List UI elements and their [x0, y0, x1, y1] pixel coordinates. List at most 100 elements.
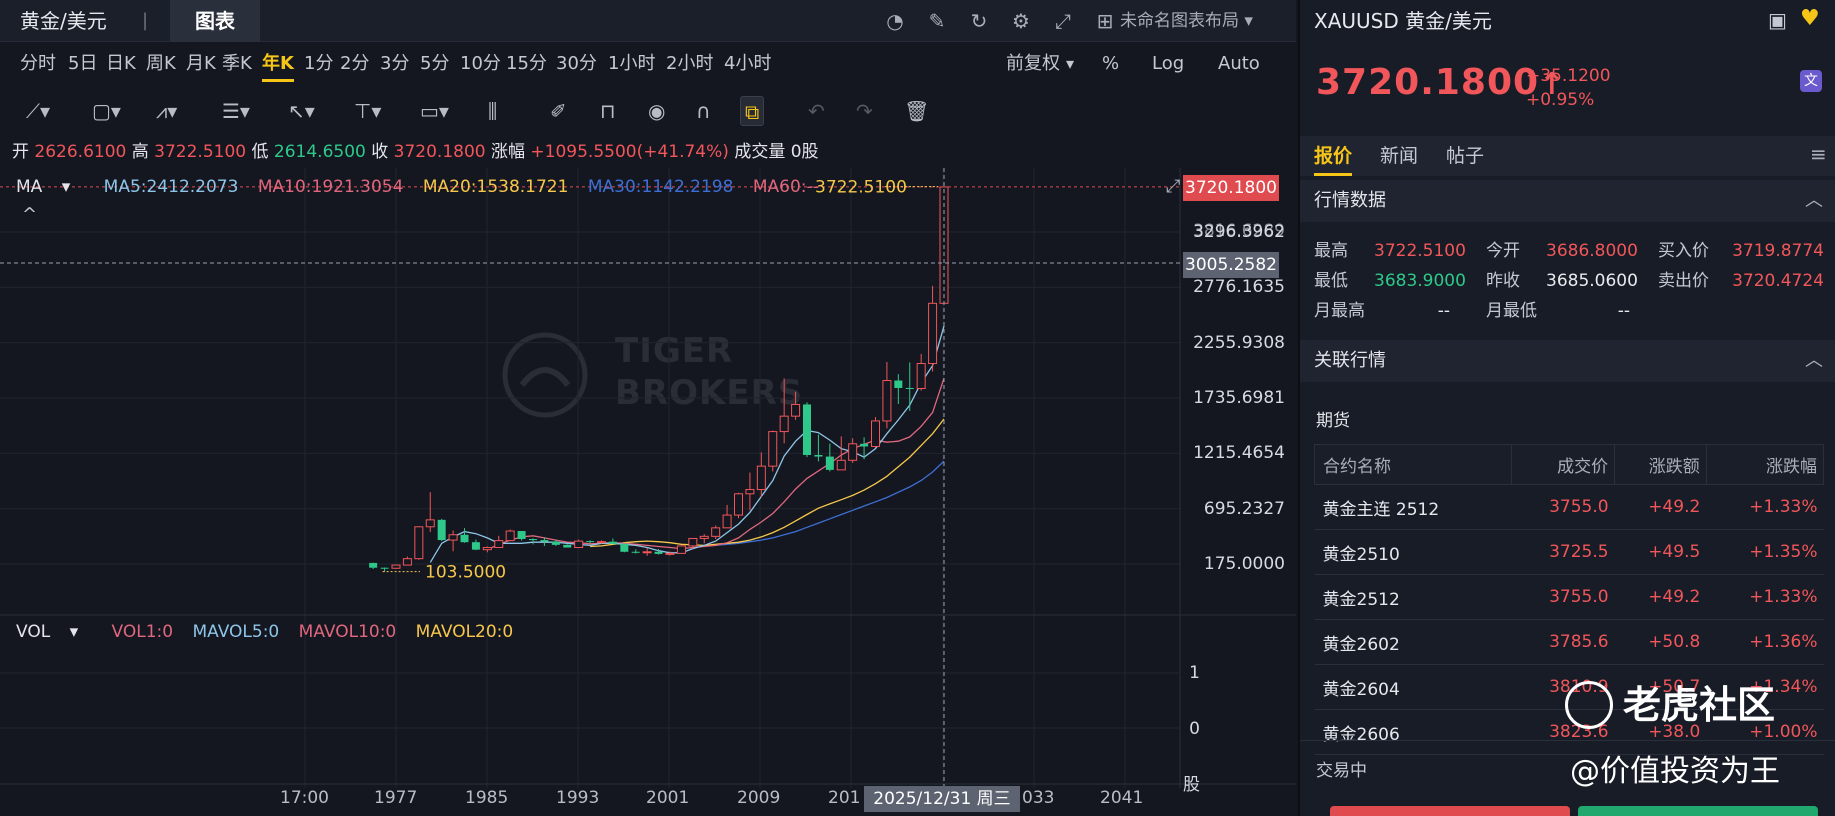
quote-tab[interactable]: 帖子 [1446, 145, 1485, 167]
redo-icon[interactable]: ↷ [856, 99, 873, 123]
fib-tool-icon[interactable]: ☰▾ [222, 99, 250, 123]
gear-icon[interactable]: ⚙ [1012, 9, 1030, 33]
candlestick-chart[interactable]: 3722.5100 103.5000 [0, 168, 1296, 816]
link-icon[interactable]: ⧉ [740, 96, 765, 126]
low-label: 低 [251, 142, 269, 162]
period-tab[interactable]: 年K [262, 44, 294, 84]
period-tab[interactable]: 分时 [20, 53, 56, 74]
futures-row[interactable]: 黄金2510 3725.5 +49.5 +1.35% [1314, 529, 1824, 575]
futures-row[interactable]: 黄金2606 3823.6 +38.0 +1.00% [1314, 709, 1824, 755]
candle-body [836, 459, 846, 471]
change-percent: +0.95% [1526, 90, 1595, 110]
chevron-up-icon: ︿ [1805, 350, 1823, 371]
low-value: 2614.6500 [273, 142, 366, 162]
quote-tab[interactable]: 新闻 [1380, 145, 1419, 167]
period-tab[interactable]: 10分 [460, 53, 501, 74]
speed-icon[interactable]: ◔ [886, 9, 904, 33]
period-tab[interactable]: 季K [222, 53, 252, 74]
period-bar: 分时 5日 日K 周K 月K 季K 年K 1分 2分 3分 5分 10分 15分 30分 1小时 2小时 4小时… [0, 44, 1296, 84]
rect-tool-icon[interactable]: ▢▾ [92, 99, 121, 123]
price-axis-label: 695.2327 [1203, 498, 1285, 519]
time-axis-label: 2041 [1100, 788, 1144, 808]
futures-row[interactable]: 黄金2604 3810.9 +50.7 +1.34% [1314, 664, 1824, 710]
stat-label: 卖出价 [1658, 271, 1709, 291]
stat-value: 3719.8774 [1732, 241, 1824, 261]
market-data-header[interactable]: 行情数据 ︿ [1300, 180, 1835, 222]
futures-col-header[interactable]: 合约名称 [1314, 444, 1512, 485]
period-tab[interactable]: 30分 [556, 53, 597, 74]
eye-icon[interactable]: ◉ [648, 99, 666, 123]
chart-option-percent[interactable]: % [1102, 53, 1120, 74]
undo-icon[interactable]: ↶ [808, 99, 825, 123]
period-tab[interactable]: 1分 [304, 53, 334, 74]
line-tool-icon[interactable]: ⟋▾ [26, 99, 51, 123]
chart-option-auto[interactable]: Auto [1218, 53, 1260, 74]
arrow-tool-icon[interactable]: ↖▾ [288, 99, 315, 123]
period-tab[interactable]: 15分 [506, 53, 547, 74]
futures-col-header[interactable]: 涨跌额 [1614, 444, 1707, 485]
candle-body [825, 456, 834, 470]
trash-icon[interactable]: 🗑 [904, 99, 930, 123]
change-label: 涨幅 [491, 142, 525, 162]
layout-selector[interactable]: 未命名图表布局 ▾ [1120, 0, 1253, 42]
period-tab[interactable]: 5分 [420, 53, 450, 74]
tiger-logo-icon [502, 332, 588, 418]
period-tab[interactable]: 2分 [340, 53, 370, 74]
heart-icon[interactable]: ♥ [1800, 6, 1820, 31]
chart-option-adjust[interactable]: 前复权 [1006, 53, 1060, 74]
futures-col-header[interactable]: 成交价 [1510, 444, 1616, 485]
candle-body [471, 542, 480, 550]
chart-option-log[interactable]: Log [1152, 53, 1185, 74]
futures-row[interactable]: 黄金2602 3785.6 +50.8 +1.36% [1314, 619, 1824, 665]
refresh-icon[interactable]: ↻ [970, 9, 988, 33]
period-tab[interactable]: 5日 [68, 53, 98, 74]
lock-icon[interactable]: ⊓ [600, 99, 616, 123]
candle-body [711, 527, 721, 537]
candle-body [722, 514, 732, 529]
period-tab[interactable]: 1小时 [608, 53, 656, 74]
wave-tool-icon[interactable]: ⩘▾ [156, 99, 178, 123]
candle-body [676, 545, 686, 554]
futures-cell: 3785.6 [1511, 619, 1615, 665]
bookmark-icon[interactable]: ▣ [1768, 8, 1787, 32]
vol-label[interactable]: VOL ▾ [16, 622, 92, 642]
sell-button[interactable] [1578, 806, 1818, 816]
time-axis-label: 2001 [646, 788, 690, 808]
futures-col-header[interactable]: 涨跌幅 [1705, 444, 1825, 485]
expand-icon[interactable]: ⤢ [1166, 176, 1181, 197]
period-tab[interactable]: 日K [106, 53, 136, 74]
text-tool-icon[interactable]: ▭▾ [420, 99, 449, 123]
volume-label: 成交量 [734, 142, 786, 162]
quote-tab[interactable]: 报价 [1314, 136, 1353, 176]
mavol20-value: MAVOL20:0 [415, 622, 514, 642]
period-tab[interactable]: 4小时 [724, 53, 772, 74]
grid-icon[interactable]: ⊞ [1096, 9, 1114, 33]
futures-row[interactable]: 黄金2512 3755.0 +49.2 +1.33% [1314, 574, 1824, 620]
futures-row[interactable]: 黄金主连 2512 3755.0 +49.2 +1.33% [1314, 484, 1824, 530]
fullscreen-icon[interactable]: ⤢ [1055, 9, 1071, 33]
period-tab[interactable]: 月K [186, 53, 216, 74]
collapse-icon[interactable]: ^ [22, 204, 38, 225]
chevron-down-icon: ▾ [1244, 11, 1253, 31]
period-tab[interactable]: 3分 [380, 53, 410, 74]
pen-icon[interactable]: ✎ [928, 9, 946, 33]
eraser-icon[interactable]: ✐ [550, 99, 567, 123]
buy-button[interactable] [1330, 806, 1570, 816]
ma60-value: MA60:-- [752, 177, 819, 197]
candle-body [380, 567, 389, 569]
symbol-tab[interactable]: 黄金/美元 | [0, 0, 168, 42]
candle-body [654, 551, 663, 554]
indicator-tool-icon[interactable]: ⫼ [488, 99, 498, 123]
ma-label[interactable]: MA ▾ [16, 177, 84, 197]
candle-body [688, 537, 698, 547]
period-tab[interactable]: 周K [146, 53, 176, 74]
translate-icon[interactable]: 文 [1800, 70, 1822, 92]
menu-icon[interactable]: ≡ [1810, 142, 1827, 166]
candle-body [425, 519, 435, 528]
futures-body: 黄金主连 2512 3755.0 +49.2 +1.33% 黄金2510 3725.5 +4… [1314, 484, 1824, 755]
magnet-icon[interactable]: ∩ [696, 99, 711, 123]
period-tab[interactable]: 2小时 [666, 53, 714, 74]
chart-tab[interactable]: 图表 [170, 0, 260, 42]
measure-tool-icon[interactable]: ⊤▾ [354, 99, 382, 123]
related-header[interactable]: 关联行情 ︿ [1300, 340, 1835, 382]
